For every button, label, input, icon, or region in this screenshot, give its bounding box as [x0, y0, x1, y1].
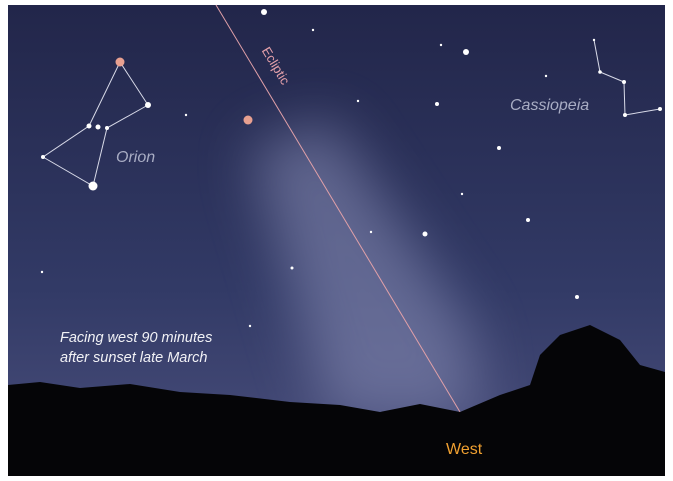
direction-label: West: [446, 441, 483, 458]
caption-line: Facing west 90 minutes: [60, 330, 212, 346]
orion-label: Orion: [116, 149, 155, 166]
caption-line: after sunset late March: [60, 350, 208, 366]
sky-chart: Ecliptic Orion Cassiopeia Facing west 90…: [0, 0, 673, 481]
cassiopeia-label: Cassiopeia: [510, 97, 589, 114]
